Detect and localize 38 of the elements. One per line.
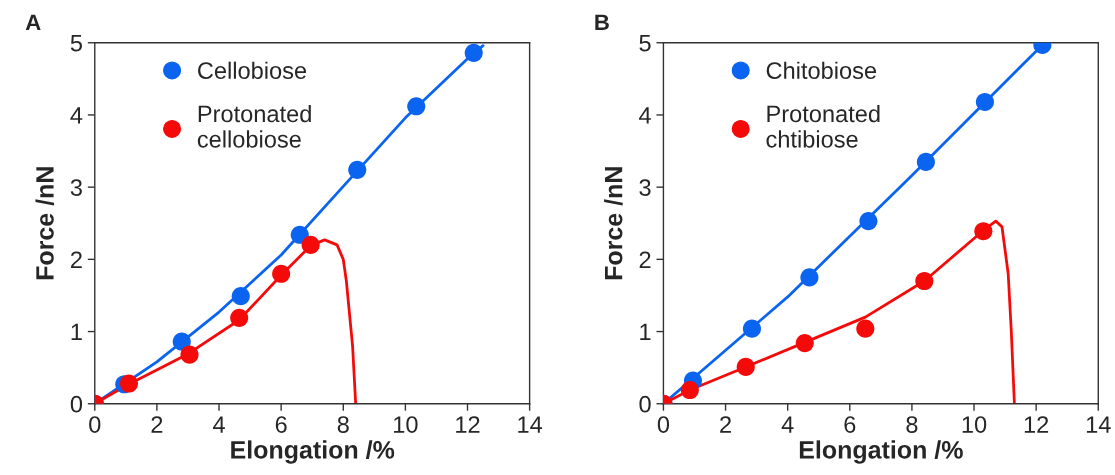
y-tick-label: 4 xyxy=(639,107,651,124)
y-axis-title: Force /nN xyxy=(604,167,623,280)
y-tick-label: 2 xyxy=(71,251,82,268)
x-tick-label: 14 xyxy=(1086,416,1111,433)
y-tick-label: 4 xyxy=(70,107,83,124)
x-tick-label: 10 xyxy=(394,416,418,433)
legend-label: Protonated cellobiose xyxy=(197,104,311,148)
x-tick-label: 8 xyxy=(337,416,349,433)
x-tick-label: 6 xyxy=(844,416,856,433)
x-tick-label: 0 xyxy=(89,416,101,433)
x-tick-label: 4 xyxy=(213,416,225,433)
x-axis-title: Elongation /% xyxy=(231,440,395,464)
x-tick-label: 8 xyxy=(906,416,918,433)
legend-label: Chitobiose xyxy=(766,61,877,79)
y-tick-label: 1 xyxy=(71,323,82,341)
legend-label: Protonated chtibiose xyxy=(766,104,880,148)
y-tick-label: 2 xyxy=(639,251,651,268)
x-tick-label: 12 xyxy=(456,416,480,433)
y-tick-label: 5 xyxy=(70,35,82,52)
x-tick-label: 10 xyxy=(962,416,987,433)
text: B xyxy=(595,14,609,30)
x-tick-label: 4 xyxy=(781,416,794,433)
x-tick-label: 0 xyxy=(657,416,670,433)
text: A xyxy=(25,14,41,30)
y-tick-label: 0 xyxy=(70,395,83,413)
x-tick-label: 14 xyxy=(518,416,543,433)
y-tick-label: 1 xyxy=(640,323,651,341)
legend-label: Cellobiose xyxy=(198,61,307,79)
y-tick-label: 3 xyxy=(70,179,82,196)
y-tick-label: 3 xyxy=(639,179,651,196)
x-tick-label: 2 xyxy=(720,416,731,433)
x-axis-title: Elongation /% xyxy=(799,440,963,464)
y-tick-label: 5 xyxy=(639,35,651,52)
y-tick-label: 0 xyxy=(639,395,651,413)
x-tick-label: 6 xyxy=(275,416,287,433)
x-tick-label: 2 xyxy=(151,416,163,433)
y-axis-title: Force /nN xyxy=(35,167,55,280)
x-tick-label: 12 xyxy=(1024,416,1049,433)
